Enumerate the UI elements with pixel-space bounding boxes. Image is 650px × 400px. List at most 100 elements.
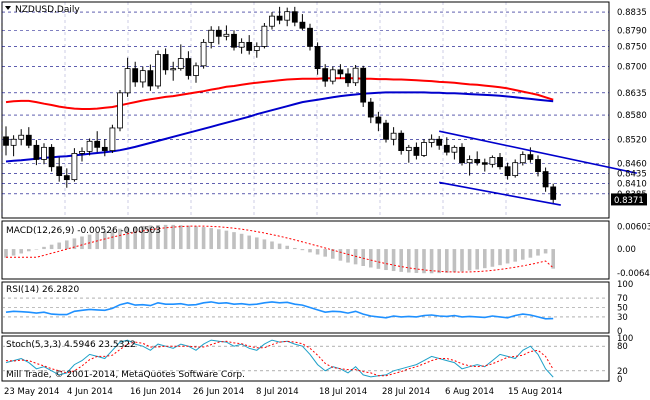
- moving-average-red: [5, 77, 554, 110]
- macd-histogram-bar: [270, 241, 274, 250]
- macd-axis-label: 0.00603: [617, 223, 650, 233]
- candle-body: [436, 138, 443, 146]
- macd-histogram-bar: [300, 249, 305, 251]
- macd-histogram-bar: [224, 230, 229, 250]
- candle-body: [466, 159, 473, 164]
- copyright-text: Mill Trade, © 2001-2014, MetaQuotes Soft…: [6, 370, 245, 380]
- candle-body: [428, 138, 435, 143]
- stoch-panel-frame: [1, 335, 610, 382]
- macd-histogram-bar: [452, 249, 457, 273]
- macd-histogram-bar: [505, 249, 510, 264]
- candle-body: [193, 65, 199, 76]
- current-price-box: [611, 193, 647, 206]
- candle-body: [79, 150, 85, 154]
- candle-body: [10, 138, 17, 146]
- candle-body: [550, 186, 557, 200]
- rsi-title: RSI(14) 26.2820: [6, 285, 79, 295]
- candle-body: [25, 134, 32, 146]
- rsi-axis-label: 30: [617, 313, 628, 323]
- macd-histogram-bar: [156, 225, 160, 250]
- macd-histogram-bar: [110, 229, 115, 250]
- macd-histogram-bar: [414, 249, 419, 273]
- candle-body: [314, 46, 321, 70]
- candle-body: [223, 33, 230, 37]
- candle-body: [56, 166, 63, 177]
- macd-histogram-bar: [247, 235, 251, 250]
- candle-body: [117, 92, 123, 129]
- candle-body: [147, 70, 154, 87]
- moving-averages: [5, 77, 554, 163]
- rsi-axis-label: 50: [617, 304, 628, 314]
- macd-histogram-bar: [194, 226, 198, 250]
- macd-histogram-bar: [475, 249, 479, 270]
- candle-body: [269, 15, 275, 27]
- time-axis-label: 26 Jun 2014: [193, 387, 244, 397]
- macd-histogram-bar: [57, 242, 61, 250]
- candle-body: [307, 27, 313, 47]
- time-axis-label: 23 May 2014: [4, 387, 59, 397]
- candle-body: [215, 29, 222, 37]
- macd-histogram-bar: [543, 249, 548, 254]
- rsi-axis-label: 0: [617, 327, 622, 337]
- candle-body: [451, 146, 458, 153]
- candle-body: [375, 116, 382, 124]
- rsi-axis-label: 100: [617, 280, 633, 290]
- candle-body: [367, 101, 374, 118]
- grid-lines: [1, 2, 609, 218]
- macd-histogram-bar: [186, 225, 191, 250]
- macd-histogram-bar: [103, 231, 107, 250]
- macd-histogram-bar: [521, 249, 525, 260]
- price-axis-label: 0.8460: [617, 159, 647, 169]
- stoch-title: Stoch(5,3,3) 4.5946 23.5322: [6, 340, 136, 350]
- candle-body: [527, 154, 534, 160]
- macd-histogram-bar: [118, 228, 122, 250]
- candle-body: [413, 146, 420, 156]
- candle-body: [18, 134, 25, 140]
- macd-histogram-bar: [422, 249, 426, 274]
- candle-body: [261, 25, 268, 47]
- candle-body: [535, 159, 541, 172]
- axis-labels: 0.8835 0.8790 0.8750 0.8700 0.8635 0.8580 0.85…: [4, 8, 650, 397]
- macd-histogram-bar: [11, 249, 16, 256]
- candle-body: [3, 136, 9, 146]
- macd-axis-label: 0.00: [617, 245, 636, 255]
- chart-title: NZDUSD,Daily: [15, 5, 80, 15]
- candle-body: [512, 162, 519, 177]
- stoch-plot: [2, 339, 609, 378]
- macd-histogram-bar: [445, 249, 449, 273]
- macd-histogram-bar: [308, 249, 312, 253]
- macd-histogram-bar: [209, 228, 213, 250]
- macd-histogram-bar: [429, 249, 434, 274]
- channel-upper-line: [439, 130, 637, 174]
- candle-body: [519, 154, 526, 164]
- candle-body: [185, 58, 192, 76]
- macd-histogram-bar: [80, 236, 84, 250]
- macd-histogram-bar: [369, 249, 373, 268]
- candle-body: [63, 175, 70, 181]
- macd-axis-label: -0.00649: [617, 269, 650, 279]
- macd-histogram-bar: [384, 249, 388, 271]
- candle-body: [474, 159, 481, 164]
- candle-body: [276, 15, 283, 21]
- candle-body: [246, 41, 253, 51]
- macd-histogram-bar: [483, 249, 487, 269]
- price-axis-label: 0.8410: [617, 180, 647, 190]
- macd-histogram-bar: [551, 249, 555, 269]
- candle-body: [497, 157, 503, 168]
- trend-channel: [439, 130, 637, 206]
- macd-histogram-bar: [133, 226, 137, 250]
- chevron-down-icon: [5, 6, 11, 10]
- macd-histogram-bar: [87, 234, 92, 250]
- macd-histogram-bar: [361, 249, 365, 266]
- rsi-plot: [2, 297, 609, 320]
- candle-body: [71, 153, 78, 181]
- macd-histogram-bar: [293, 247, 297, 250]
- candle-body: [101, 146, 108, 151]
- candle-body: [360, 67, 367, 103]
- stoch-axis-label: 0: [617, 375, 622, 385]
- macd-histogram-bar: [179, 225, 183, 250]
- candle-body: [481, 162, 488, 165]
- candle-body: [352, 67, 359, 84]
- rsi-line: [5, 301, 554, 320]
